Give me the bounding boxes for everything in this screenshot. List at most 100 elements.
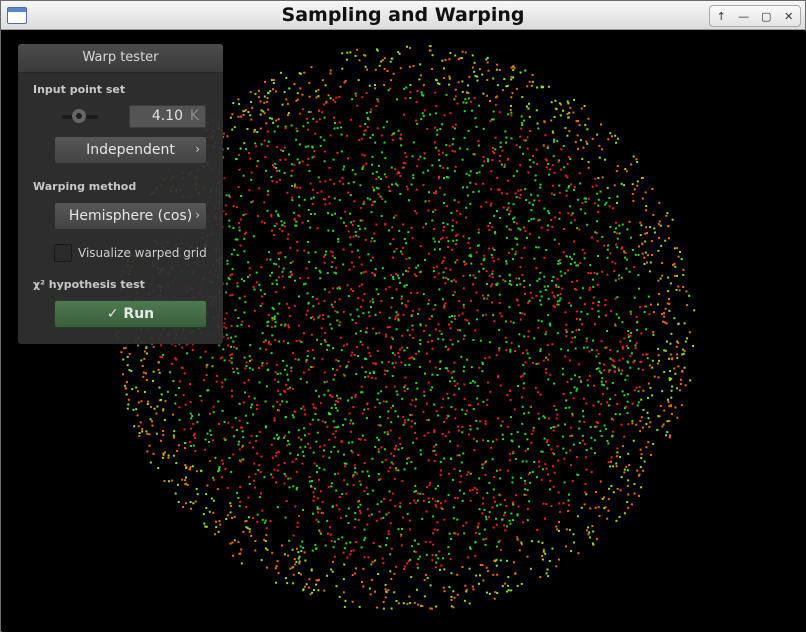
sample-point bbox=[559, 270, 562, 273]
sample-point bbox=[337, 397, 339, 400]
sample-point bbox=[569, 449, 572, 452]
sample-point bbox=[297, 358, 300, 361]
sample-point bbox=[412, 177, 415, 180]
sample-point bbox=[451, 219, 454, 222]
sample-point bbox=[646, 353, 649, 356]
sample-point bbox=[467, 97, 470, 100]
sample-point bbox=[614, 394, 617, 397]
sample-point bbox=[582, 397, 585, 400]
sample-point bbox=[297, 214, 300, 217]
sample-point bbox=[191, 465, 194, 468]
sample-point bbox=[495, 545, 498, 548]
sample-point bbox=[439, 238, 442, 241]
sample-point bbox=[258, 89, 260, 92]
sample-point bbox=[555, 417, 558, 420]
sample-point bbox=[405, 155, 408, 158]
sample-point bbox=[443, 114, 446, 117]
sample-point bbox=[337, 450, 340, 453]
sample-point bbox=[558, 184, 561, 187]
sample-point bbox=[292, 387, 295, 390]
sample-point bbox=[448, 316, 451, 319]
sample-point bbox=[342, 373, 345, 376]
sample-point bbox=[225, 213, 227, 216]
sample-point bbox=[556, 332, 559, 335]
sample-point bbox=[667, 398, 669, 401]
sample-point bbox=[579, 262, 582, 265]
sample-point bbox=[515, 494, 518, 497]
sample-point bbox=[184, 403, 187, 406]
sample-point bbox=[273, 317, 276, 320]
sample-point bbox=[343, 605, 346, 608]
sample-point bbox=[259, 304, 262, 307]
sample-point bbox=[629, 310, 632, 313]
sample-point bbox=[291, 196, 294, 199]
sample-point bbox=[534, 179, 537, 182]
sample-point bbox=[501, 149, 504, 152]
sample-point bbox=[240, 278, 243, 281]
sample-point bbox=[293, 186, 296, 189]
sample-point bbox=[492, 496, 495, 499]
sample-point bbox=[341, 536, 344, 539]
sample-point bbox=[448, 532, 451, 535]
sample-point bbox=[671, 358, 673, 361]
sample-point bbox=[357, 315, 360, 318]
sample-point bbox=[174, 394, 177, 397]
visualize-grid-checkbox[interactable] bbox=[54, 244, 72, 262]
warping-method-dropdown[interactable]: Hemisphere (cos) › bbox=[54, 202, 207, 230]
sample-point bbox=[432, 515, 435, 518]
sample-point bbox=[362, 312, 365, 315]
sample-point bbox=[315, 583, 318, 586]
sample-point bbox=[408, 334, 411, 336]
sample-point bbox=[553, 193, 556, 196]
sample-point bbox=[464, 318, 467, 321]
sample-point bbox=[416, 499, 419, 502]
sample-point bbox=[410, 315, 413, 317]
sample-point bbox=[510, 416, 512, 419]
sample-point bbox=[486, 94, 489, 97]
sample-point bbox=[693, 309, 696, 312]
sample-point bbox=[471, 54, 474, 57]
sample-point bbox=[557, 491, 560, 494]
sample-point bbox=[482, 439, 484, 442]
title-bar[interactable]: Sampling and Warping ↑ — ▢ ✕ bbox=[1, 1, 805, 30]
close-icon[interactable]: ✕ bbox=[784, 9, 794, 23]
sample-point bbox=[247, 111, 250, 113]
sample-point bbox=[281, 275, 284, 278]
sample-point bbox=[491, 256, 494, 259]
sample-point bbox=[229, 354, 232, 357]
sample-point bbox=[254, 549, 257, 552]
sample-point bbox=[630, 352, 633, 355]
minimize-icon[interactable]: — bbox=[738, 9, 750, 23]
sample-point bbox=[338, 496, 341, 498]
sample-point bbox=[403, 390, 406, 393]
sample-point bbox=[415, 119, 418, 122]
sample-point bbox=[517, 385, 520, 387]
sample-point bbox=[461, 312, 464, 315]
sample-point bbox=[276, 145, 279, 148]
sample-point bbox=[377, 293, 380, 296]
sample-point bbox=[142, 371, 145, 374]
sample-point bbox=[680, 258, 683, 261]
run-button[interactable]: ✓ Run bbox=[54, 300, 207, 328]
sampler-dropdown[interactable]: Independent › bbox=[54, 136, 207, 164]
panel-title[interactable]: Warp tester bbox=[18, 44, 223, 73]
sample-point bbox=[229, 116, 232, 119]
sample-point bbox=[382, 516, 385, 519]
slider-handle[interactable] bbox=[72, 109, 86, 123]
sample-point bbox=[588, 531, 591, 534]
sample-point bbox=[252, 235, 255, 238]
sample-point bbox=[255, 271, 258, 274]
help-icon[interactable]: ↑ bbox=[716, 9, 726, 23]
sample-point bbox=[253, 288, 256, 291]
point-count-field[interactable]: 4.10 K bbox=[129, 105, 206, 128]
sample-point bbox=[349, 51, 352, 54]
sample-point bbox=[516, 539, 519, 542]
sample-point bbox=[462, 101, 465, 104]
sample-point bbox=[562, 373, 565, 376]
sample-point bbox=[344, 465, 347, 468]
sample-point bbox=[564, 272, 567, 275]
sample-point bbox=[616, 137, 619, 140]
maximize-icon[interactable]: ▢ bbox=[761, 9, 772, 23]
sample-point bbox=[575, 288, 578, 291]
sample-point bbox=[316, 507, 319, 510]
